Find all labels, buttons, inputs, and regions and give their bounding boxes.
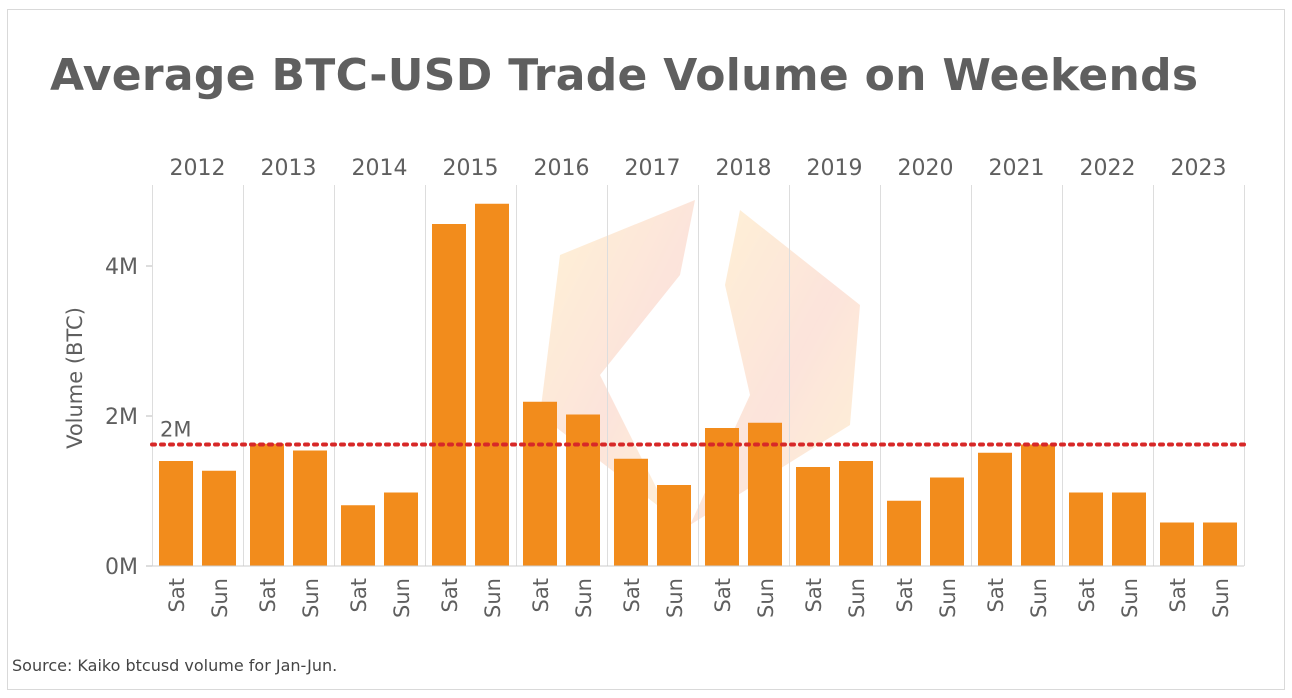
bar-2022-sun (1112, 492, 1146, 566)
x-tick-label: Sat (438, 578, 462, 612)
bar-2018-sun (748, 422, 782, 566)
x-tick-label: Sat (347, 578, 371, 612)
bar-2020-sat (887, 500, 921, 566)
group-label: 2019 (807, 156, 863, 181)
bar-2023-sun (1203, 522, 1237, 566)
x-tick-label: Sun (299, 578, 323, 618)
x-tick-label: Sun (481, 578, 505, 618)
x-tick-label: Sun (936, 578, 960, 618)
x-tick-label: Sat (893, 578, 917, 612)
group-label: 2014 (352, 156, 408, 181)
group-label: 2021 (989, 156, 1045, 181)
reference-line-label: 2M (160, 418, 191, 442)
bar-2023-sat (1160, 522, 1194, 566)
x-tick-label: Sun (572, 578, 596, 618)
group-label: 2016 (534, 156, 590, 181)
bar-2020-sun (930, 477, 964, 566)
bar-2018-sat (705, 428, 739, 566)
bar-2012-sun (202, 470, 236, 566)
bar-2015-sat (432, 224, 466, 566)
y-tick-label: 0M (105, 555, 138, 580)
group-label: 2018 (716, 156, 772, 181)
y-tick-label: 4M (105, 255, 138, 280)
group-label: 2015 (443, 156, 499, 181)
bar-2014-sat (341, 505, 375, 566)
x-tick-label: Sun (754, 578, 778, 618)
group-label: 2022 (1080, 156, 1136, 181)
bar-2021-sat (978, 452, 1012, 566)
y-axis-label: Volume (BTC) (63, 307, 87, 449)
x-tick-label: Sat (1075, 578, 1099, 612)
bar-2021-sun (1021, 444, 1055, 566)
x-tick-label: Sat (802, 578, 826, 612)
x-tick-label: Sun (1118, 578, 1142, 618)
source-note: Source: Kaiko btcusd volume for Jan-Jun. (12, 656, 338, 675)
x-tick-label: Sat (256, 578, 280, 612)
x-tick-label: Sat (620, 578, 644, 612)
bar-2015-sun (475, 203, 509, 566)
group-label: 2013 (261, 156, 317, 181)
x-tick-label: Sat (711, 578, 735, 612)
bar-2019-sun (839, 461, 873, 566)
x-tick-label: Sat (165, 578, 189, 612)
group-label: 2020 (898, 156, 954, 181)
x-tick-label: Sun (1209, 578, 1233, 618)
bar-2014-sun (384, 492, 418, 566)
x-tick-label: Sat (1166, 578, 1190, 612)
x-tick-label: Sat (529, 578, 553, 612)
bar-2016-sat (523, 401, 557, 566)
x-tick-label: Sun (208, 578, 232, 618)
x-tick-label: Sun (390, 578, 414, 618)
x-tick-label: Sat (984, 578, 1008, 612)
chart-frame (7, 9, 1285, 690)
bar-2016-sun (566, 414, 600, 566)
reference-line: 2M (150, 418, 1246, 447)
bar-2013-sat (250, 443, 284, 566)
grid-lines (152, 185, 1245, 566)
bar-2013-sun (293, 450, 327, 566)
chart-title: Average BTC-USD Trade Volume on Weekends (50, 50, 1199, 101)
group-label: 2017 (625, 156, 681, 181)
bar-2022-sat (1069, 492, 1103, 566)
bar-2019-sat (796, 467, 830, 566)
y-tick-label: 2M (105, 405, 138, 430)
group-label: 2023 (1171, 156, 1227, 181)
bar-2017-sun (657, 485, 691, 566)
axis-labels: 0M 2M 4M 2012 Sat Sun 2013 Sat Sun 2014 Sat Sun 2015… (105, 156, 1233, 618)
x-tick-label: Sun (1027, 578, 1051, 618)
group-label: 2012 (170, 156, 226, 181)
x-tick-label: Sun (845, 578, 869, 618)
bars (159, 203, 1237, 566)
bar-2017-sat (614, 458, 648, 566)
bar-2012-sat (159, 461, 193, 566)
x-tick-label: Sun (663, 578, 687, 618)
